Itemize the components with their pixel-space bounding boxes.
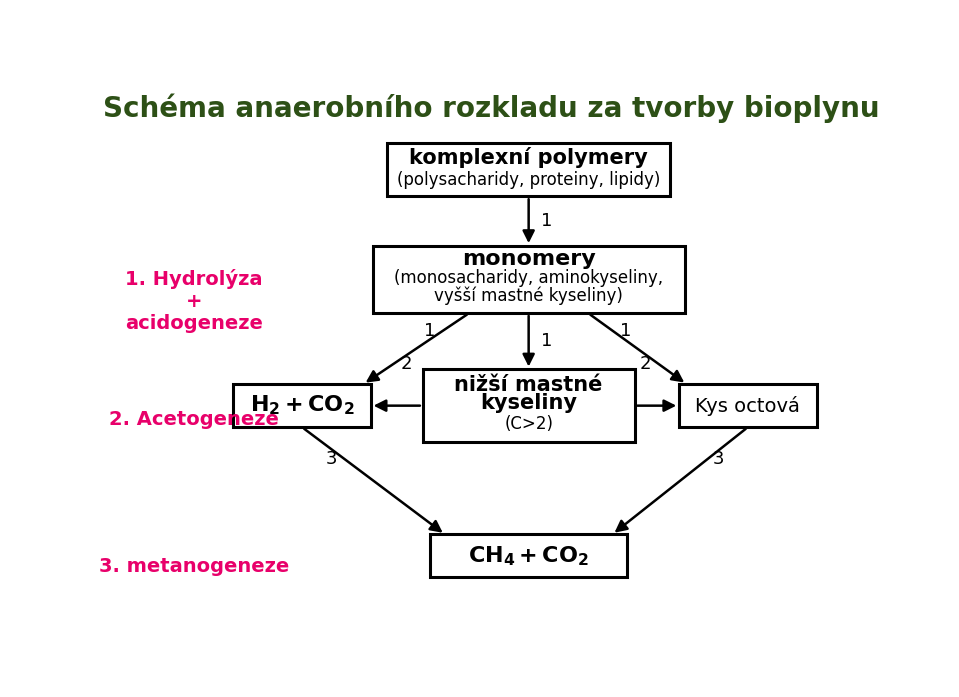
Text: 2: 2 [401,355,412,374]
Text: 1: 1 [424,322,435,340]
Text: 3: 3 [713,450,724,468]
Text: (monosacharidy, aminokyseliny,: (monosacharidy, aminokyseliny, [394,269,664,287]
Text: 3: 3 [326,450,338,468]
Text: (polysacharidy, proteiny, lipidy): (polysacharidy, proteiny, lipidy) [397,171,661,190]
Text: Schéma anaerobního rozkladu za tvorby bioplynu: Schéma anaerobního rozkladu za tvorby bi… [104,93,879,123]
Text: 3. metanogeneze: 3. metanogeneze [99,557,290,576]
Text: (C>2): (C>2) [504,415,553,434]
Bar [233,384,371,427]
Text: $\mathregular{H_2+CO_2}$: $\mathregular{H_2+CO_2}$ [249,394,354,418]
Bar [679,384,817,427]
Text: nižší mastné: nižší mastné [455,375,603,395]
Text: 1: 1 [541,332,552,351]
Text: 2: 2 [640,355,651,374]
Text: komplexní polymery: komplexní polymery [409,147,648,168]
Text: 1: 1 [541,212,552,230]
Bar [373,246,685,313]
Text: 2. Acetogeneze: 2. Acetogeneze [109,410,279,429]
Text: $\mathregular{CH_4 + CO_2}$: $\mathregular{CH_4 + CO_2}$ [468,544,589,568]
Text: kyseliny: kyseliny [480,393,577,413]
Bar [431,535,627,577]
Bar [387,143,669,197]
Text: vyšší mastné kyseliny): vyšší mastné kyseliny) [434,286,623,305]
Bar [423,369,635,442]
Text: 1: 1 [620,322,632,340]
Text: Kys octová: Kys octová [695,396,801,415]
Text: monomery: monomery [462,249,596,269]
Text: 1. Hydrolýza
+
acidogeneze: 1. Hydrolýza + acidogeneze [126,269,263,333]
